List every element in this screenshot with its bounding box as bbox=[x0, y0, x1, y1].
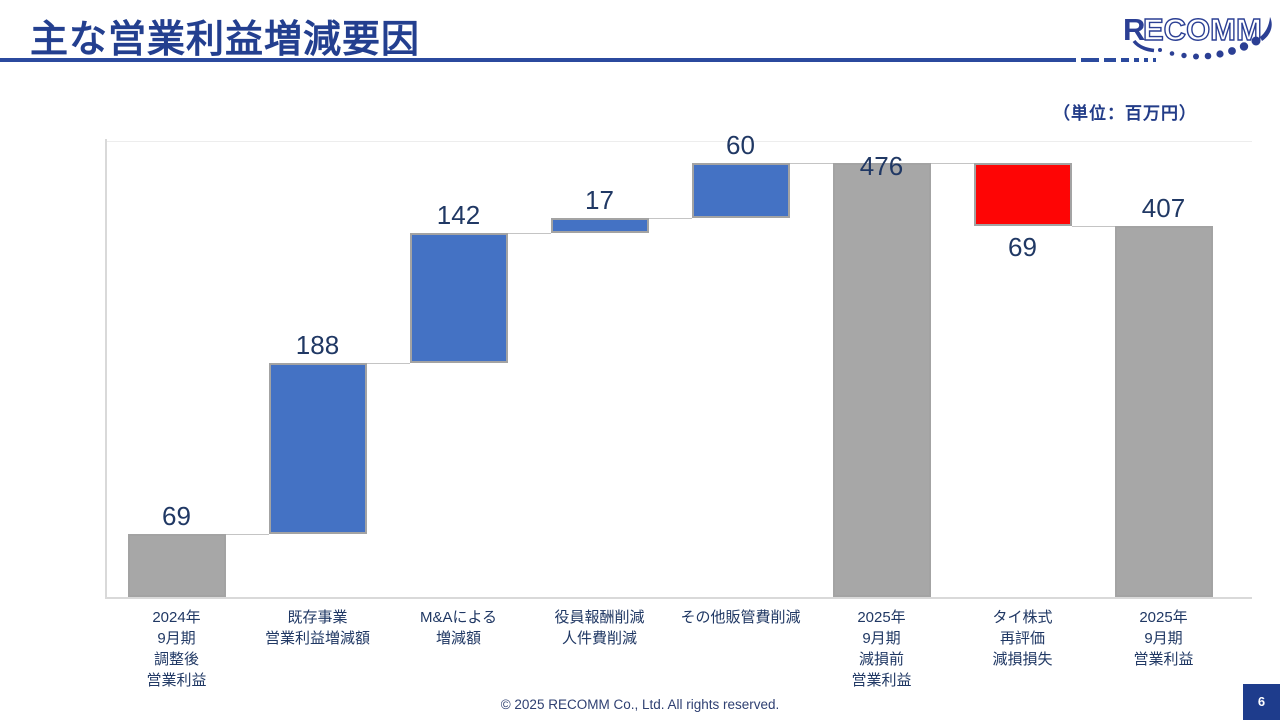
bar-category-label: その他販管費削減 bbox=[658, 607, 823, 628]
page-title: 主な営業利益増減要因 bbox=[30, 19, 421, 61]
bar-value-label: 69 bbox=[1008, 231, 1037, 262]
recomm-logo-svg: R ECOMM bbox=[1123, 11, 1272, 60]
bar-category-label-line: 減損損失 bbox=[992, 651, 1053, 668]
bar-category-label-line: 再評価 bbox=[999, 630, 1045, 647]
dash bbox=[1121, 58, 1129, 62]
bar-category-label-line: 営業利益 bbox=[1133, 651, 1194, 668]
recomm-logo: R ECOMM bbox=[1118, 3, 1276, 65]
waterfall-bar-decrease bbox=[973, 163, 1072, 226]
bar-category-label-line: M&Aによる bbox=[419, 609, 498, 626]
dash bbox=[1081, 58, 1099, 62]
bar-value-label: 142 bbox=[436, 200, 481, 231]
logo-swoosh-stroke bbox=[1132, 39, 1155, 53]
bar-category-label-line: その他販管費削減 bbox=[680, 609, 801, 626]
bar-category-label: M&Aによる 増減額 bbox=[376, 607, 541, 649]
bar-category-label-line: 9月期 bbox=[157, 630, 196, 647]
dash bbox=[1134, 58, 1139, 62]
bar-value-label: 69 bbox=[162, 501, 191, 532]
bar-value-label: 407 bbox=[1141, 192, 1186, 223]
bar-category-label-line: 減損前 bbox=[858, 651, 904, 668]
waterfall-bar-total bbox=[1114, 225, 1213, 597]
x-axis-line bbox=[105, 597, 1252, 599]
bar-category-label-line: 9月期 bbox=[862, 630, 901, 647]
copyright: © 2025 RECOMM Co., Ltd. All rights reser… bbox=[500, 697, 780, 712]
top-gridline bbox=[106, 141, 1252, 143]
connector-line bbox=[366, 362, 410, 364]
connector-line bbox=[648, 217, 692, 219]
bar-category-label-line: 2025年 bbox=[1139, 609, 1188, 626]
waterfall-bar-increase bbox=[550, 217, 649, 234]
bar-category-label-line: 営業利益 bbox=[146, 672, 207, 689]
connector-line bbox=[507, 233, 551, 235]
bar-category-label: 2025年 9月期減損前営業利益 bbox=[799, 607, 964, 691]
unit-label: （単位：百万円） bbox=[1053, 104, 1197, 123]
bar-category-label-line: 2024年 bbox=[152, 609, 201, 626]
bar-category-label: 既存事業営業利益増減額 bbox=[235, 607, 400, 649]
dash bbox=[1153, 58, 1156, 62]
bar-category-label: タイ株式再評価減損損失 bbox=[940, 607, 1105, 670]
bar-category-label-line: 営業利益増減額 bbox=[264, 630, 370, 647]
y-axis-line bbox=[105, 139, 107, 599]
connector-line bbox=[930, 163, 974, 164]
logo-text-rest: ECOMM bbox=[1143, 12, 1262, 47]
title-underline-dashes bbox=[1081, 58, 1156, 62]
bar-category-label-line: 人件費削減 bbox=[561, 630, 637, 647]
connector-line bbox=[789, 163, 833, 164]
dash bbox=[1144, 58, 1148, 62]
bar-value-label: 188 bbox=[295, 329, 340, 360]
bar-category-label-line: 役員報酬削減 bbox=[554, 609, 645, 626]
bar-category-label-line: 9月期 bbox=[1144, 630, 1183, 647]
bar-category-label-line: 2025年 bbox=[857, 609, 906, 626]
bar-category-label-line: 調整後 bbox=[153, 651, 199, 668]
waterfall-bar-increase bbox=[268, 362, 367, 535]
bar-category-label: 2025年 9月期営業利益 bbox=[1081, 607, 1246, 670]
waterfall-bar-total bbox=[127, 534, 226, 597]
bar-category-label-line: 既存事業 bbox=[287, 609, 348, 626]
bar-value-label: 17 bbox=[585, 184, 614, 215]
bar-category-label: 2024年 9月期調整後営業利益 bbox=[94, 607, 259, 691]
dash bbox=[1104, 58, 1116, 62]
title-underline bbox=[0, 58, 1076, 62]
connector-line bbox=[1071, 225, 1115, 227]
logo-text-r: R bbox=[1123, 12, 1145, 47]
bar-category-label-line: タイ株式 bbox=[992, 609, 1053, 626]
bar-category-label-line: 営業利益 bbox=[851, 672, 912, 689]
logo-comma-tail bbox=[1260, 17, 1272, 41]
waterfall-bar-increase bbox=[409, 233, 508, 363]
bar-category-label: 役員報酬削減 人件費削減 bbox=[517, 607, 682, 649]
bar-category-label-line: 増減額 bbox=[435, 630, 481, 647]
bar-value-label: 476 bbox=[859, 151, 904, 181]
waterfall-bar-total bbox=[832, 163, 931, 597]
page-number-badge: 6 bbox=[1243, 684, 1280, 720]
waterfall-bar-increase bbox=[691, 163, 790, 218]
connector-line bbox=[225, 534, 269, 536]
logo-swoosh-dots bbox=[1158, 17, 1272, 60]
bar-value-label: 60 bbox=[726, 130, 755, 160]
